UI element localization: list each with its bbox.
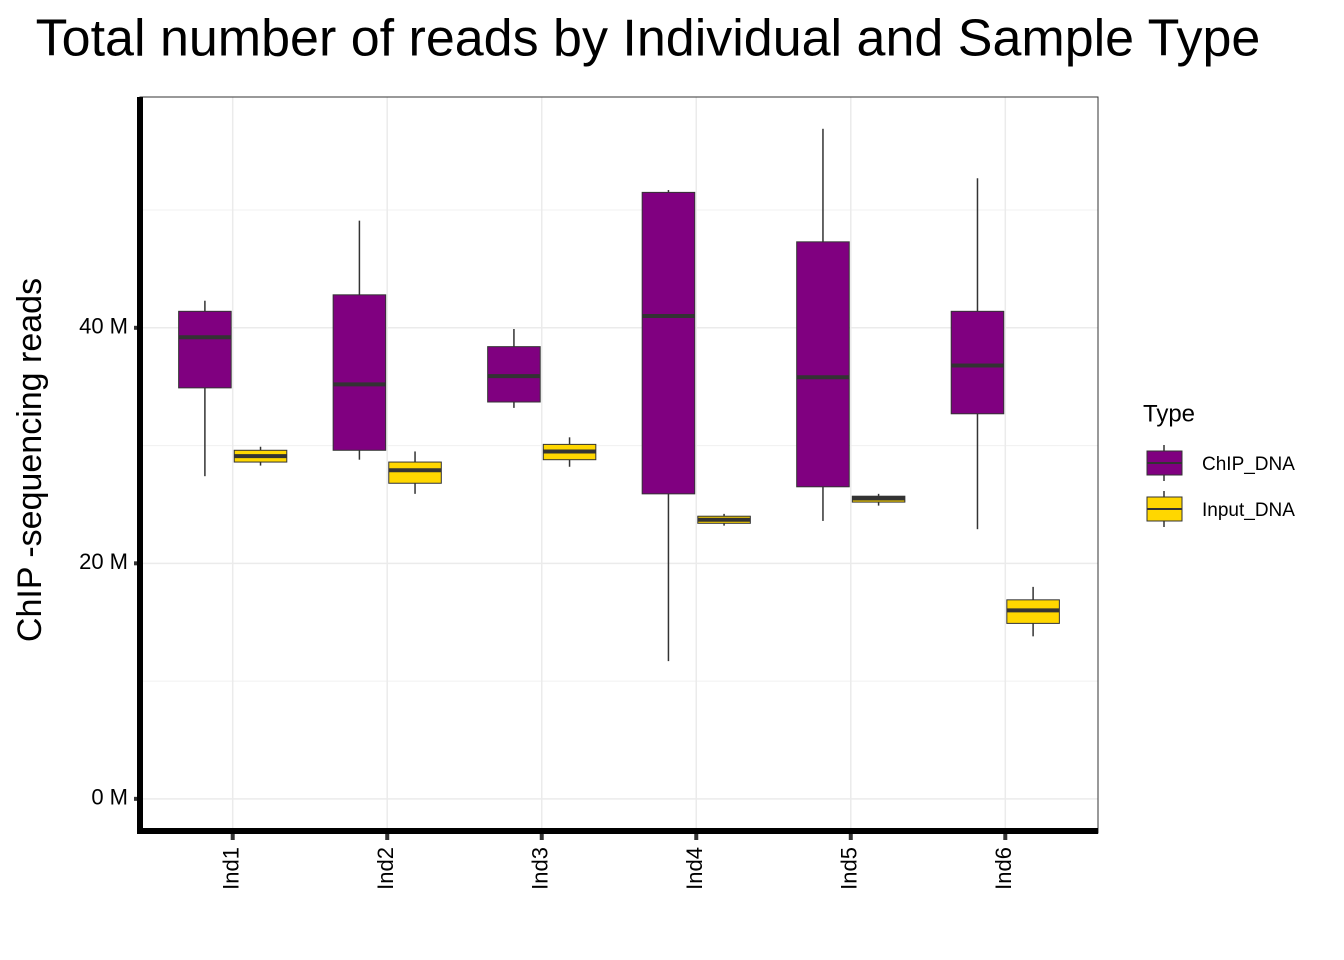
chart-title: Total number of reads by Individual and …	[36, 10, 1261, 68]
box	[388, 461, 442, 484]
y-axis-label: ChIP -sequencing reads	[11, 278, 49, 642]
x-tick-label: Ind4	[682, 847, 707, 890]
x-tick-label: Ind5	[837, 847, 862, 890]
box	[641, 191, 696, 495]
panel-border	[139, 96, 1099, 834]
box	[796, 241, 850, 488]
x-tick-label: Ind1	[219, 847, 244, 890]
y-tick-label: 40 M	[79, 314, 128, 339]
legend-label: Input_DNA	[1202, 500, 1295, 521]
x-tick-label: Ind2	[373, 847, 398, 890]
x-tick-label: Ind3	[528, 847, 553, 890]
box	[332, 294, 387, 451]
y-tick-label: 20 M	[79, 549, 128, 574]
legend-title: Type	[1143, 400, 1195, 427]
box	[178, 310, 232, 389]
x-tick-label: Ind6	[991, 847, 1016, 890]
legend-label: ChIP_DNA	[1202, 454, 1295, 475]
y-tick-label: 0 M	[91, 785, 128, 810]
box	[950, 310, 1005, 415]
